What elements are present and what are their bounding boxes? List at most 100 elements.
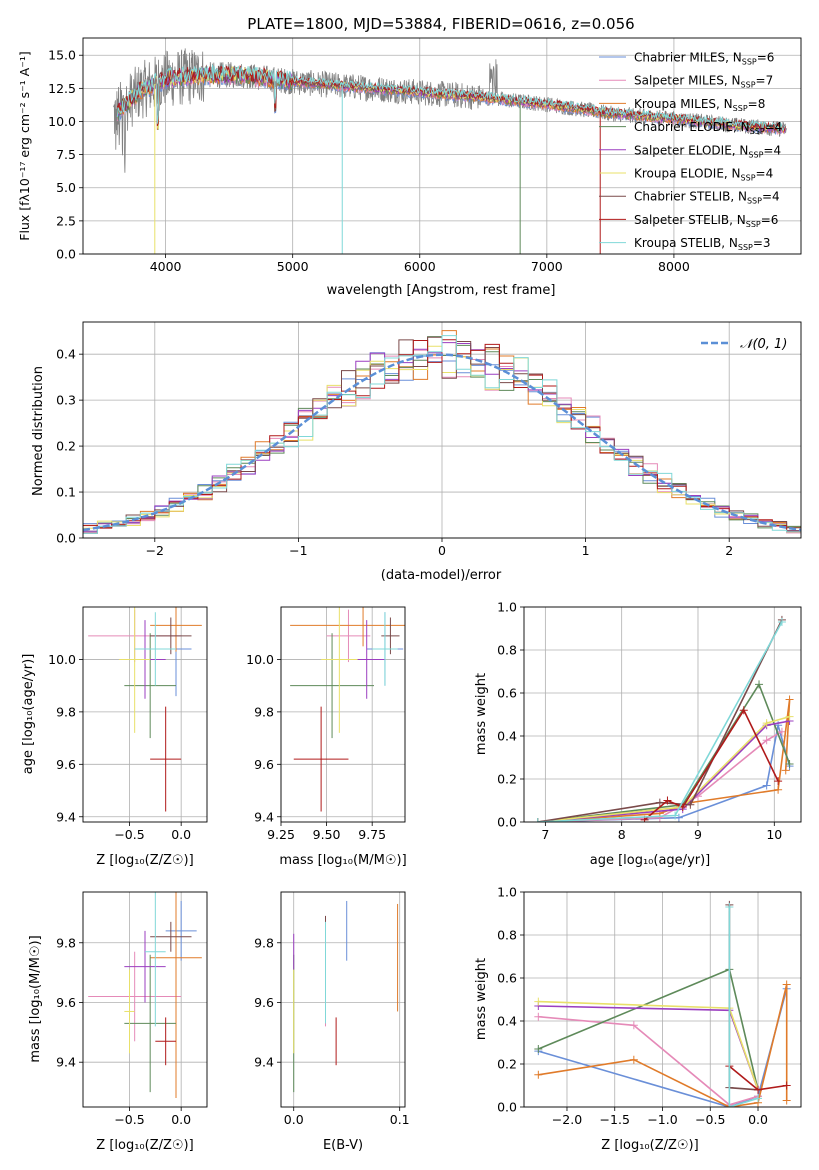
spectrum-xlabel: wavelength [Angstrom, rest frame] bbox=[327, 283, 556, 298]
res-xtick-label: −2 bbox=[146, 543, 164, 558]
wz-marker-salpeter_stelib bbox=[754, 1085, 763, 1094]
wz-line-salpeter_elodie bbox=[538, 1005, 759, 1091]
wage-marker-kroupa_stelib bbox=[671, 811, 680, 820]
wage-xtick-label: 10 bbox=[766, 827, 782, 842]
massz-xtick-label: 0.0 bbox=[171, 1112, 191, 1127]
wage-marker-salpeter_miles bbox=[762, 736, 771, 745]
agez-ytick-label: 10.0 bbox=[48, 652, 76, 667]
spec-ytick-label: 2.5 bbox=[56, 213, 76, 228]
age-vs-mass-plot: 9.25 9.50 9.75 9.4 9.6 9.8 10.0 bbox=[246, 606, 406, 842]
wz-xtick-label: −2.0 bbox=[552, 1112, 582, 1127]
wz-marker-salpeter_stelib bbox=[782, 1081, 791, 1090]
wage-marker-chabrier_miles bbox=[674, 813, 683, 822]
massz-frame bbox=[82, 891, 208, 1108]
residuals-legend: 𝒩(0, 1) bbox=[701, 337, 787, 352]
res-xtick-label: 2 bbox=[725, 543, 733, 558]
massebv-frame bbox=[280, 891, 406, 1108]
agez-ytick-label: 9.6 bbox=[56, 757, 76, 772]
wz-marker-kroupa_miles bbox=[782, 980, 791, 989]
res-xtick-label: 1 bbox=[582, 543, 590, 558]
spec-xtick-label: 4000 bbox=[150, 259, 182, 274]
legend-sub: SSP bbox=[750, 127, 765, 136]
legend-sub: SSP bbox=[733, 104, 748, 113]
wz-marker-salpeter_miles bbox=[534, 1012, 543, 1021]
massz-ytick-label: 9.4 bbox=[56, 1055, 76, 1070]
wage-xtick-label: 9 bbox=[694, 827, 702, 842]
wage-marker-kroupa_elodie bbox=[785, 712, 794, 721]
spectrum-legend: Chabrier MILES, NSSP=6 Salpeter MILES, NS… bbox=[599, 51, 782, 252]
legend-label-kroupa_elodie: Kroupa ELODIE, NSSP=4 bbox=[634, 167, 773, 183]
wage-marker-chabrier_stelib bbox=[655, 798, 664, 807]
wz-marker-kroupa_miles bbox=[782, 1096, 791, 1105]
massebv-xtick-label: 0.0 bbox=[284, 1112, 304, 1127]
wz-marker-kroupa_miles bbox=[629, 1055, 638, 1064]
legend-label-salpeter_stelib: Salpeter STELIB, NSSP=6 bbox=[634, 213, 778, 229]
agez-frame bbox=[82, 606, 208, 823]
legend-n: =3 bbox=[753, 236, 771, 250]
spec-xtick-label: 7000 bbox=[531, 259, 563, 274]
spec-content bbox=[113, 48, 788, 254]
res-ytick-label: 0.1 bbox=[56, 485, 76, 500]
agez-ytick-label: 9.8 bbox=[56, 704, 76, 719]
wage-line-salpeter_stelib bbox=[644, 708, 779, 821]
residuals-ylabel: Normed distribution bbox=[31, 366, 46, 496]
age-z-xlabel: Z [log₁₀(Z/Z☉)] bbox=[96, 853, 193, 868]
wz-ytick-label: 0.8 bbox=[497, 928, 517, 943]
wage-marker-salpeter_stelib bbox=[663, 796, 672, 805]
wage-marker-kroupa_stelib bbox=[777, 618, 786, 627]
wage-ytick-label: 0.2 bbox=[497, 772, 517, 787]
wz-line-salpeter_miles bbox=[538, 1015, 759, 1106]
weight-z-ylabel: mass weight bbox=[474, 958, 489, 1040]
spec-ytick-label: 12.5 bbox=[48, 81, 76, 96]
wage-ytick-label: 0.8 bbox=[497, 643, 517, 658]
res-ytick-label: 0.2 bbox=[56, 439, 76, 454]
massz-xtick-label: −0.5 bbox=[114, 1112, 144, 1127]
wz-frame bbox=[523, 891, 802, 1108]
residuals-xlabel: (data-model)/error bbox=[381, 568, 502, 583]
agemass-xtick-label: 9.75 bbox=[358, 827, 386, 842]
legend-label-salpeter_miles: Salpeter MILES, NSSP=7 bbox=[634, 74, 773, 90]
spec-ytick-label: 0.0 bbox=[56, 247, 76, 262]
wage-ytick-label: 0.4 bbox=[497, 729, 517, 744]
wz-line-chabrier_elodie bbox=[537, 968, 759, 1090]
legend-label-kroupa_stelib: Kroupa STELIB, NSSP=3 bbox=[634, 236, 771, 252]
agez-content bbox=[88, 607, 202, 812]
spec-frame bbox=[82, 37, 802, 255]
legend-n: =4 bbox=[762, 190, 780, 204]
agez-ytick-label: 9.4 bbox=[56, 809, 76, 824]
massz-ytick-label: 9.6 bbox=[56, 995, 76, 1010]
massebv-ytick-label: 9.4 bbox=[254, 1055, 274, 1070]
agemass-frame bbox=[280, 606, 406, 823]
weight-vs-z-plot: −2.0 −1.5 −1.0 −0.5 0.0 0.0 0.2 0.4 0.6 0.8 1.0 bbox=[497, 885, 802, 1127]
wage-marker-chabrier_stelib bbox=[686, 800, 695, 809]
wz-marker-kroupa_stelib bbox=[725, 903, 734, 912]
massz-content bbox=[88, 892, 202, 1099]
legend-n: =6 bbox=[761, 213, 779, 227]
legend-n: =8 bbox=[748, 97, 766, 111]
res-frame bbox=[82, 321, 802, 539]
wage-marker-kroupa_miles bbox=[774, 785, 783, 794]
age-mass-xlabel: mass [log₁₀(M/M☉)] bbox=[279, 853, 406, 868]
legend-sub: SSP bbox=[747, 197, 762, 206]
legend-label-chabrier_miles: Chabrier MILES, NSSP=6 bbox=[634, 51, 774, 67]
wage-marker-kroupa_miles bbox=[781, 766, 790, 775]
wz-marker-kroupa_stelib bbox=[725, 1103, 734, 1107]
mass-vs-ebv-plot: 0.0 0.1 9.4 9.6 9.8 bbox=[254, 891, 410, 1127]
wage-line-kroupa_miles bbox=[537, 699, 791, 822]
res-ytick-label: 0.4 bbox=[56, 347, 76, 362]
spectrum-plot: 4000 5000 6000 7000 8000 0.0 2.5 5.0 7.5 10.0 12.5… bbox=[48, 37, 802, 274]
wz-ytick-label: 1.0 bbox=[497, 885, 517, 900]
agemass-xtick-label: 9.50 bbox=[313, 827, 341, 842]
spec-xtick-label: 6000 bbox=[404, 259, 436, 274]
legend-sub: SSP bbox=[741, 174, 756, 183]
spectrum-model-kroupa_stelib bbox=[116, 64, 786, 132]
weight-age-ylabel: mass weight bbox=[474, 673, 489, 755]
age-vs-z-plot: −0.5 0.0 9.4 9.6 9.8 10.0 bbox=[48, 606, 208, 842]
wz-xtick-label: −1.5 bbox=[600, 1112, 630, 1127]
mass-z-ylabel: mass [log₁₀(M/M☉)] bbox=[28, 935, 43, 1062]
wage-line-kroupa_stelib bbox=[537, 621, 783, 822]
agemass-ytick-label: 9.4 bbox=[254, 809, 274, 824]
spec-xtick-label: 5000 bbox=[277, 259, 309, 274]
massebv-ytick-label: 9.6 bbox=[254, 995, 274, 1010]
